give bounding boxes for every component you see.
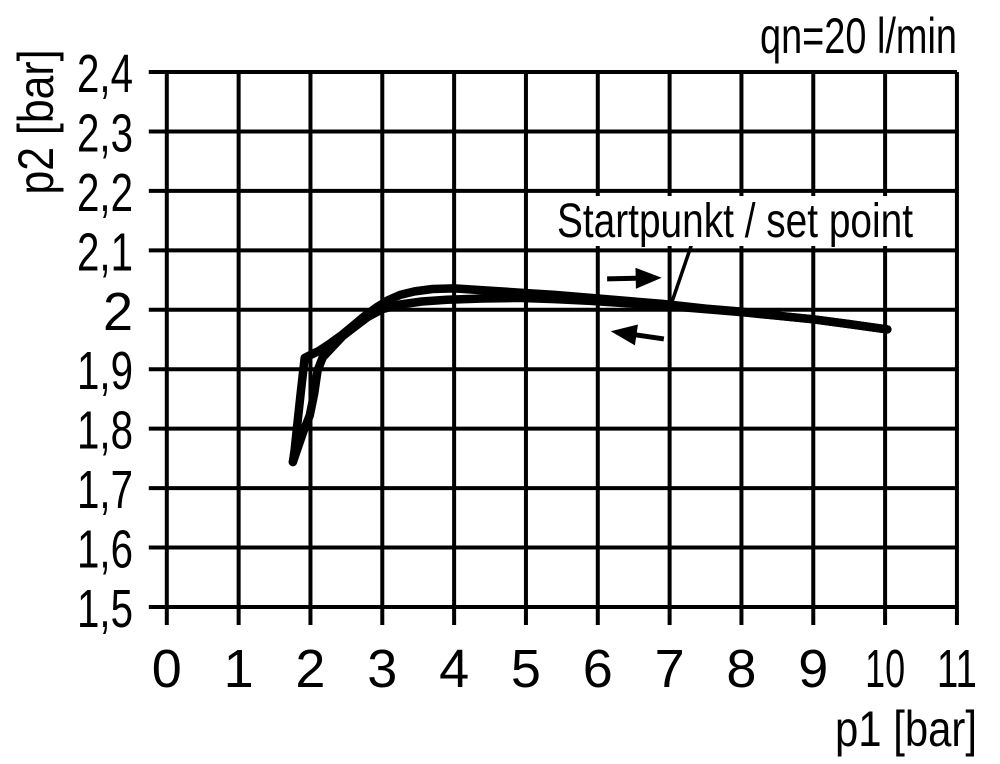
curve-return-decreasing-p1 (288, 284, 892, 467)
x-tick-label: 4 (439, 639, 469, 699)
y-tick-label: 1,7 (77, 460, 133, 520)
y-tick-label: 2,4 (77, 44, 133, 104)
flow-rate-annotation: qn=20 l/min (760, 8, 957, 64)
y-tick-label: 2,1 (77, 222, 133, 282)
x-tick-label: 7 (655, 639, 685, 699)
x-tick-label: 0 (152, 639, 182, 699)
arrow-shaft (631, 331, 665, 342)
y-axis-title: p2 [bar] (8, 50, 64, 195)
y-tick-label: 1,8 (77, 401, 133, 461)
x-tick-label: 3 (367, 639, 397, 699)
arrow-head (610, 324, 638, 346)
grid (148, 70, 959, 625)
arrow-head (635, 267, 662, 289)
direction-arrow-left (610, 324, 665, 346)
x-tick-label: 2 (295, 639, 325, 699)
annotations (607, 242, 694, 346)
x-tick-label: 11 (937, 639, 977, 699)
y-tick-label: 2,3 (77, 103, 133, 163)
x-tick-label: 1 (224, 639, 254, 699)
set-point-label-background (552, 196, 918, 246)
x-tick-label: 5 (511, 639, 541, 699)
curves (288, 284, 892, 467)
x-tick-label: 10 (865, 639, 905, 699)
arrow-shaft (607, 275, 641, 282)
x-tick-label: 9 (798, 639, 828, 699)
x-tick-label: 8 (726, 639, 756, 699)
x-tick-labels: 0 1 2 3 4 5 6 7 8 9 10 11 (152, 639, 977, 699)
set-point-label: Startpunkt / set point (557, 195, 913, 248)
x-axis-title: p1 [bar] (835, 701, 977, 757)
direction-arrow-right (607, 267, 662, 289)
y-tick-label: 1,6 (77, 520, 133, 580)
x-tick-label: 6 (583, 639, 613, 699)
y-tick-label: 1,5 (77, 579, 133, 639)
set-point-leader-line (670, 242, 694, 303)
y-tick-label: 2 (103, 282, 133, 342)
y-tick-labels: 1,51,61,71,81,922,12,22,32,4 (77, 44, 133, 639)
y-tick-label: 1,9 (77, 341, 133, 401)
y-tick-label: 2,2 (77, 163, 133, 223)
